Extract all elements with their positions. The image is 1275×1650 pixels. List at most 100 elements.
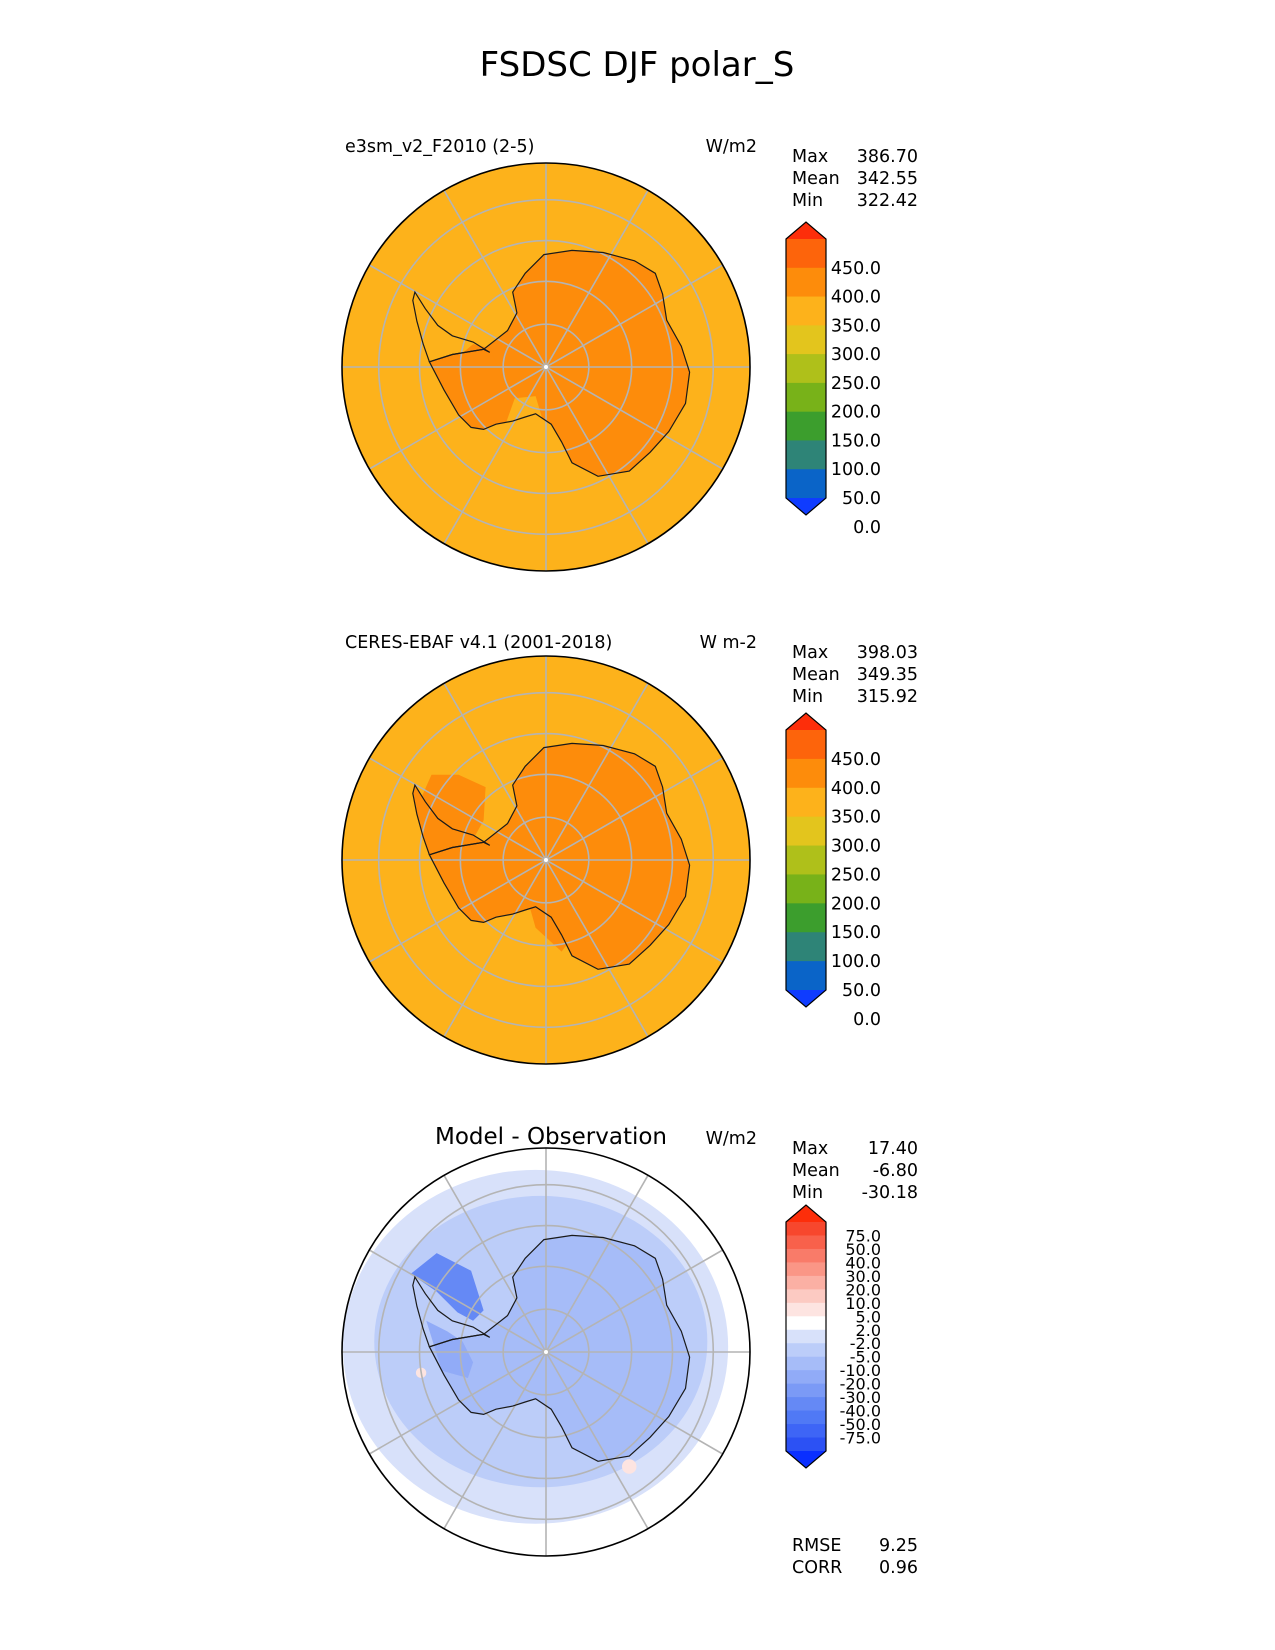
colorbar-segment [786, 874, 826, 904]
colorbar-tick-label: -50.0 [840, 1415, 881, 1434]
colorbar-tick-label: -2.0 [850, 1334, 881, 1353]
colorbar-segment [786, 1222, 826, 1236]
stat-label: Min [792, 687, 823, 707]
colorbar-extend-low [786, 498, 826, 515]
colorbar-tick-label: 400.0 [831, 288, 881, 308]
colorbar-outline [785, 221, 827, 516]
pole-marker [544, 1350, 548, 1354]
colorbar-segment [786, 845, 826, 875]
pole-marker [544, 365, 548, 369]
stat-value: -6.80 [873, 1161, 918, 1181]
colorbar-tick-label: 300.0 [831, 345, 881, 365]
colorbar-segment [786, 787, 826, 818]
colorbar-extend-low [786, 1451, 826, 1468]
colorbar-segment [786, 816, 826, 847]
coastline-peninsula [412, 290, 491, 363]
colorbar-segment [786, 354, 826, 384]
panel-ref-colorbar: 450.0 400.0 350.0 300.0 250.0 200.0 150.0 100.0… [785, 712, 881, 1030]
panel-ref-map [341, 655, 751, 1065]
map-border [341, 655, 751, 1065]
colorbar-tick-label: 2.0 [856, 1321, 881, 1340]
colorbar-tick-label: -5.0 [850, 1348, 881, 1367]
panel-diff-map [341, 1147, 751, 1557]
stat-value: 17.40 [868, 1139, 918, 1159]
colorbar-tick-label: -20.0 [840, 1375, 881, 1394]
stat-label: Mean [792, 665, 840, 685]
coastline [428, 742, 691, 970]
panel-ref-stats: Max 398.03 Mean 349.35 Min 315.92 [792, 643, 918, 707]
colorbar-tick-label: 100.0 [831, 952, 881, 972]
stat-label: Mean [792, 169, 840, 189]
panel-test-map [341, 162, 751, 572]
panel-test-colorbar: 450.0 400.0 350.0 300.0 250.0 200.0 150.0 100.0… [785, 221, 881, 538]
stat-value: 349.35 [857, 665, 918, 685]
colorbar-outline [785, 712, 827, 1008]
colorbar-tick-label: 20.0 [845, 1280, 881, 1299]
stat-value: 315.92 [857, 687, 918, 707]
panel-test-units: W/m2 [706, 137, 757, 157]
panel-ref-title: CERES-EBAF v4.1 (2001-2018) [345, 633, 612, 653]
colorbar-tick-label: 350.0 [831, 808, 881, 828]
colorbar-extend-high [786, 1205, 826, 1222]
figure-title: FSDSC DJF polar_S [480, 45, 795, 85]
panel-test-stats: Max 386.70 Mean 342.55 Min 322.42 [792, 147, 918, 211]
colorbar-tick-label: 250.0 [831, 865, 881, 885]
stat-value: 9.25 [879, 1536, 918, 1556]
colorbar-tick-label: 40.0 [845, 1253, 881, 1272]
colorbar-tick-label: 300.0 [831, 837, 881, 857]
stat-label: Max [792, 1139, 828, 1159]
antarctica-field [429, 743, 690, 970]
colorbar-tick-label: 50.0 [845, 1240, 881, 1259]
stat-label: Max [792, 147, 828, 167]
colorbar-segment [786, 296, 826, 326]
colorbar-segment [786, 382, 826, 413]
colorbar-tick-label: 75.0 [845, 1226, 881, 1245]
panel-diff-extra-stats: RMSE 9.25 CORR 0.96 [792, 1536, 918, 1578]
antarctica-field [429, 1235, 690, 1462]
stat-value: 398.03 [857, 643, 918, 663]
positive-patch [621, 1459, 637, 1474]
colorbar-tick-label: 450.0 [831, 259, 881, 279]
colorbar-tick-label: 5.0 [856, 1307, 881, 1326]
coastline [428, 249, 691, 477]
colorbar-tick-label: 150.0 [831, 431, 881, 451]
colorbar-segment [786, 1370, 826, 1385]
coastline-peninsula [412, 783, 491, 856]
colorbar-segment [786, 758, 826, 789]
pole-marker [544, 858, 548, 862]
colorbar-tick-label: 150.0 [831, 923, 881, 943]
colorbar-extend-high [786, 222, 826, 239]
colorbar-segment [786, 903, 826, 933]
colorbar-tick-label: 30.0 [845, 1267, 881, 1286]
stat-value: 386.70 [857, 147, 918, 167]
colorbar-tick-label: -30.0 [840, 1388, 881, 1407]
colorbar-segment [786, 1262, 826, 1277]
colorbar-tick-label: 350.0 [831, 316, 881, 336]
colorbar-extend-high [786, 713, 826, 730]
peninsula-field [412, 292, 490, 362]
colorbar-segment [786, 1437, 826, 1452]
stat-label: Min [792, 1183, 823, 1203]
stat-value: 322.42 [857, 191, 918, 211]
panel-diff-colorbar: 75.050.040.030.020.010.05.02.0-2.0-5.0-1… [785, 1204, 881, 1469]
stat-value: 0.96 [879, 1558, 918, 1578]
ross-halo-field [525, 891, 578, 952]
panel-ref: CERES-EBAF v4.1 (2001-2018) W m-2 Max 39… [341, 633, 918, 1065]
colorbar-segment [786, 1275, 826, 1290]
stat-value: -30.18 [862, 1183, 918, 1203]
colorbar-tick-label: -10.0 [840, 1361, 881, 1380]
colorbar-tick-label: 400.0 [831, 779, 881, 799]
stat-label: CORR [792, 1558, 842, 1578]
colorbar-segment [786, 1235, 826, 1250]
coastline [428, 1234, 691, 1462]
colorbar-segment [786, 1302, 826, 1317]
colorbar-tick-label: 450.0 [831, 750, 881, 770]
panel-test: e3sm_v2_F2010 (2-5) W/m2 Max 386.70 Mean… [341, 137, 918, 572]
colorbar-segment [786, 325, 826, 355]
colorbar-segment [786, 932, 826, 962]
colorbar-extend-low [786, 990, 826, 1007]
colorbar-segment [786, 961, 826, 991]
panel-diff: Model - Observation W/m2 Max 17.40 Mean … [341, 1124, 918, 1578]
panel-diff-stats: Max 17.40 Mean -6.80 Min -30.18 [792, 1139, 918, 1203]
